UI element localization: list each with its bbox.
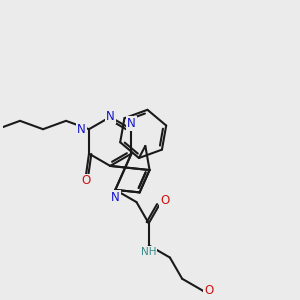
Text: O: O bbox=[160, 194, 169, 207]
Text: N: N bbox=[77, 123, 86, 136]
Text: O: O bbox=[204, 284, 213, 298]
Text: N: N bbox=[127, 117, 136, 130]
Text: N: N bbox=[106, 110, 115, 124]
Text: NH: NH bbox=[141, 247, 157, 257]
Text: N: N bbox=[111, 191, 120, 204]
Text: O: O bbox=[81, 175, 91, 188]
